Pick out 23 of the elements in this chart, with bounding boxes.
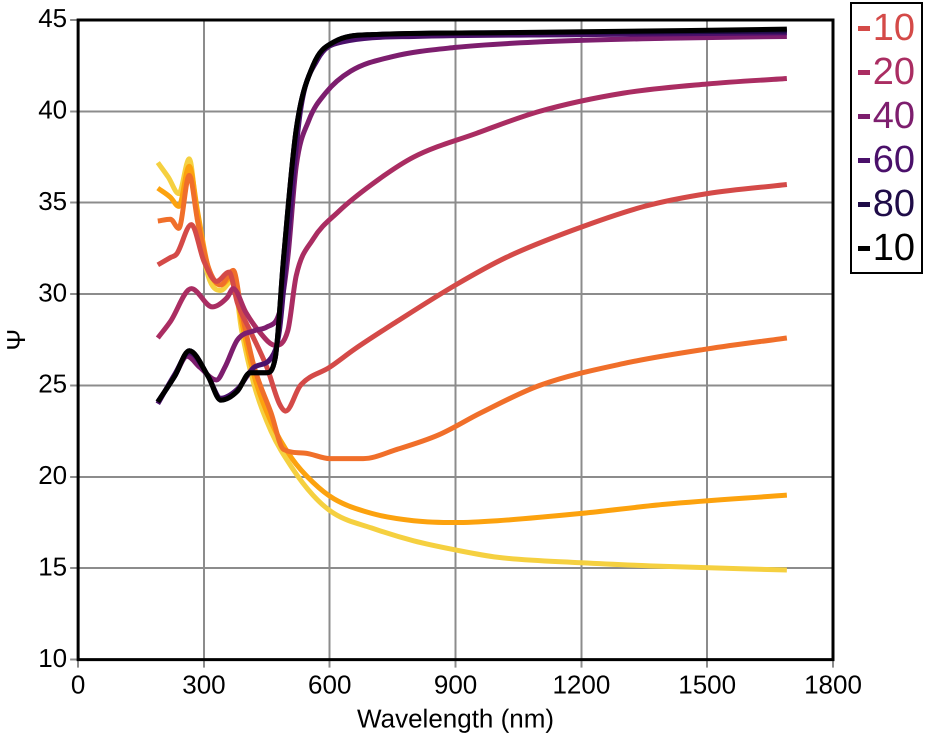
x-tick-label: 1800 xyxy=(804,669,862,700)
y-tick-label: 45 xyxy=(38,3,68,34)
legend-label: 20 xyxy=(872,50,915,94)
legend-label: 10 xyxy=(872,226,915,270)
y-tick-label: 40 xyxy=(38,94,68,125)
x-tick-label: 1200 xyxy=(552,669,610,700)
legend-label: 80 xyxy=(872,182,915,226)
legend-label: 60 xyxy=(872,138,915,182)
y-axis-title: Ψ xyxy=(0,328,31,351)
y-tick-label: 35 xyxy=(38,186,68,216)
legend-label: 10 xyxy=(872,6,915,50)
x-tick-label: 900 xyxy=(434,669,478,700)
x-tick-label: 0 xyxy=(70,669,86,700)
x-tick-label: 600 xyxy=(308,669,352,700)
x-tick-label: 1500 xyxy=(678,669,736,700)
legend-label: 40 xyxy=(872,94,915,138)
x-tick-label: 300 xyxy=(182,669,226,700)
y-tick-label: 10 xyxy=(38,642,68,673)
y-tick-label: 15 xyxy=(38,551,68,582)
y-tick-label: 20 xyxy=(38,460,68,490)
y-tick-label: 25 xyxy=(38,368,68,399)
y-tick-label: 30 xyxy=(38,277,68,308)
x-axis-title: Wavelength (nm) xyxy=(357,704,554,734)
